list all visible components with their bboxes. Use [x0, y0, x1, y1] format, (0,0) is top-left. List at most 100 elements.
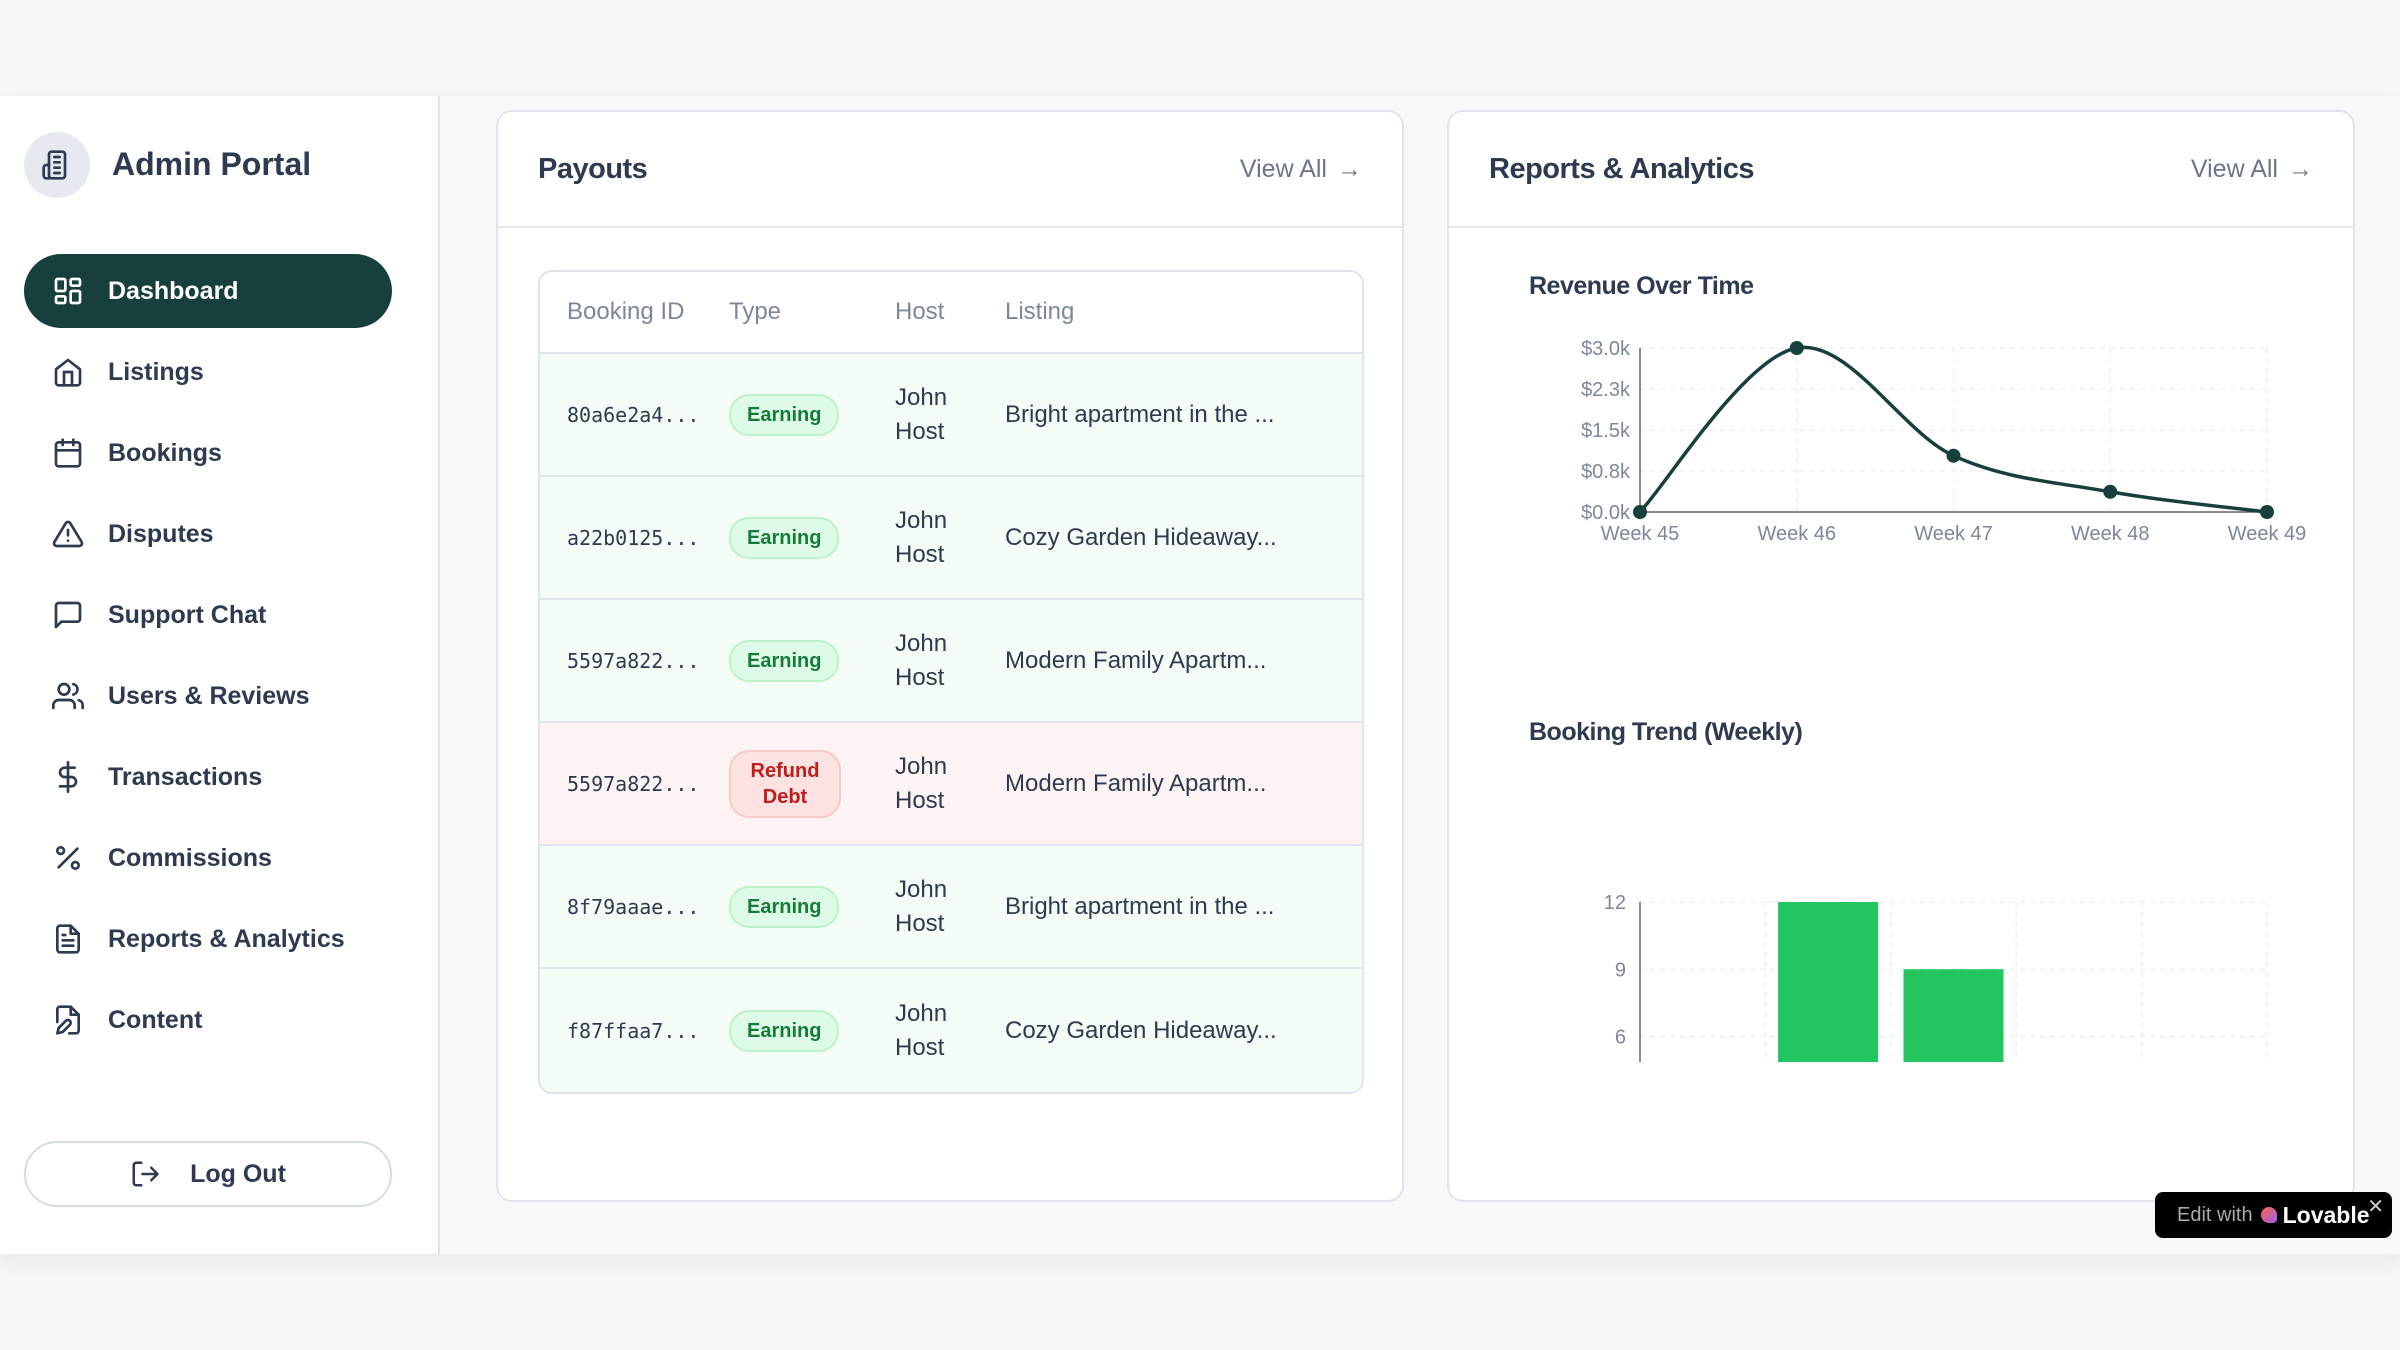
lovable-heart-icon: [2260, 1207, 2277, 1223]
bar: [1778, 902, 1879, 1062]
booking-id: 5597a822...: [567, 648, 700, 673]
view-all-label: View All: [2190, 154, 2278, 183]
percent-icon: [56, 846, 80, 870]
home-icon: [54, 358, 82, 387]
close-icon[interactable]: ✕: [2367, 1196, 2384, 1218]
listing-name: Cozy Garden Hideaway...: [1005, 523, 1277, 551]
sidebar-item-disputes[interactable]: Disputes: [24, 497, 392, 571]
building-icon: [24, 132, 90, 198]
host-name: John Host: [895, 999, 948, 1061]
reports-card: Reports & Analytics View All → Revenue Ov…: [1447, 110, 2355, 1202]
alert-triangle-icon: [52, 520, 84, 548]
edit-with-lovable-badge[interactable]: Edit with Lovable ✕: [2155, 1192, 2392, 1238]
log-out-icon: [132, 1161, 159, 1187]
sidebar-item-support-chat[interactable]: Support Chat: [24, 578, 392, 652]
sidebar-item-label: Content: [108, 1005, 203, 1034]
host-name: John Host: [895, 506, 948, 568]
sidebar-item-transactions[interactable]: Transactions: [24, 740, 392, 814]
column-header[interactable]: Type: [729, 298, 782, 325]
booking-id: f87ffaa7...: [567, 1018, 700, 1043]
sidebar-nav: Dashboard Listings Bookings Disputes Support…: [24, 254, 392, 1064]
sidebar: Admin Portal Dashboard Listings Bookings Di…: [0, 96, 440, 1254]
arrow-right-icon: →: [2288, 154, 2313, 183]
type-badge: Refund Debt: [729, 749, 841, 818]
view-all-label: View All: [1239, 154, 1327, 183]
column-header[interactable]: Booking ID: [567, 298, 685, 325]
logout-button[interactable]: Log Out: [24, 1141, 392, 1207]
listing-name: Cozy Garden Hideaway...: [1005, 1016, 1277, 1044]
reports-view-all-link[interactable]: View All →: [2191, 155, 2313, 184]
table-row[interactable]: 8f79aaae... Earning John Host Bright apartm…: [540, 846, 1362, 969]
y-tick-label: $1.5k: [1581, 420, 1631, 442]
data-point: [2103, 484, 2118, 499]
listing-name: Bright apartment in the ...: [1005, 400, 1275, 428]
x-tick-label: Week 47: [1914, 523, 1993, 545]
booking-id: 8f79aaae...: [567, 894, 700, 919]
sidebar-item-listings[interactable]: Listings: [24, 335, 392, 409]
table-row[interactable]: 5597a822... Earning John Host Modern Family…: [540, 600, 1362, 723]
payouts-view-all-link[interactable]: View All →: [1240, 155, 1362, 184]
table-row[interactable]: f87ffaa7... Earning John Host Cozy Garden H…: [540, 969, 1362, 1092]
sidebar-item-label: Dashboard: [108, 276, 239, 305]
payouts-card: Payouts View All → Booking ID Type Host L…: [496, 110, 1404, 1202]
badge-prefix: Edit with: [2177, 1203, 2253, 1226]
host-name: John Host: [895, 629, 948, 691]
y-tick-label: $3.0k: [1581, 338, 1631, 360]
type-badge: Earning: [729, 639, 840, 682]
data-point: [1946, 448, 1961, 463]
table-header: Booking ID Type Host Listing: [540, 272, 1362, 354]
revenue-chart-title: Revenue Over Time: [1529, 272, 1754, 300]
data-point: [1633, 505, 1647, 519]
bar: [1903, 969, 2004, 1062]
listing-name: Bright apartment in the ...: [1005, 892, 1275, 920]
type-badge: Earning: [729, 1009, 840, 1052]
revenue-line: [1638, 345, 2268, 514]
y-tick-label: $0.0k: [1581, 502, 1631, 524]
host-name: John Host: [895, 752, 948, 814]
x-tick-label: Week 49: [2228, 523, 2307, 545]
app: Admin Portal Dashboard Listings Bookings Di…: [0, 96, 2400, 1254]
y-tick-label: 6: [1615, 1027, 1626, 1049]
data-point: [1789, 341, 1804, 355]
x-tick-label: Week 46: [1757, 523, 1836, 545]
sidebar-item-reports-analytics[interactable]: Reports & Analytics: [24, 902, 392, 976]
brand-title: Admin Portal: [112, 146, 312, 182]
payouts-title: Payouts: [538, 152, 648, 185]
booking-id: 5597a822...: [567, 771, 700, 796]
logout-label: Log Out: [190, 1159, 286, 1188]
calendar-icon: [54, 438, 82, 468]
table-row[interactable]: 5597a822... Refund Debt John Host Modern Fa…: [540, 723, 1362, 846]
layout-grid-icon: [54, 277, 82, 305]
sidebar-item-users-reviews[interactable]: Users & Reviews: [24, 659, 392, 733]
y-tick-label: 9: [1615, 959, 1626, 981]
sidebar-item-label: Transactions: [108, 762, 263, 791]
type-badge: Earning: [729, 516, 840, 559]
data-point: [2260, 505, 2274, 519]
sidebar-item-label: Users & Reviews: [108, 681, 310, 710]
column-header[interactable]: Listing: [1005, 298, 1075, 325]
revenue-line-chart: $0.0k $0.8k $1.5k $2.3k $3.0k Week 45 Week 46 W…: [1581, 338, 2307, 545]
table-row[interactable]: 80a6e2a4... Earning John Host Bright apartm…: [540, 354, 1362, 477]
table-row[interactable]: a22b0125... Earning John Host Cozy Garden H…: [540, 477, 1362, 600]
sidebar-item-commissions[interactable]: Commissions: [24, 821, 392, 895]
sidebar-item-bookings[interactable]: Bookings: [24, 416, 392, 490]
dollar-sign-icon: [58, 761, 78, 793]
booking-chart-title: Booking Trend (Weekly): [1529, 718, 1803, 746]
listing-name: Modern Family Apartm...: [1005, 646, 1267, 674]
sidebar-item-label: Support Chat: [108, 600, 267, 629]
y-tick-label: $0.8k: [1581, 461, 1631, 483]
x-tick-label: Week 45: [1601, 523, 1680, 545]
sidebar-item-label: Commissions: [108, 843, 272, 872]
type-badge: Earning: [729, 393, 840, 436]
sidebar-item-content[interactable]: Content: [24, 983, 392, 1057]
y-tick-label: 12: [1604, 892, 1626, 914]
column-header[interactable]: Host: [895, 298, 945, 325]
file-text-icon: [56, 924, 80, 954]
badge-brand: Lovable: [2282, 1201, 2370, 1228]
sidebar-item-label: Bookings: [108, 438, 222, 467]
file-edit-icon: [56, 1005, 80, 1035]
type-badge: Earning: [729, 885, 840, 928]
sidebar-item-dashboard[interactable]: Dashboard: [24, 254, 392, 328]
sidebar-item-label: Listings: [108, 357, 204, 386]
